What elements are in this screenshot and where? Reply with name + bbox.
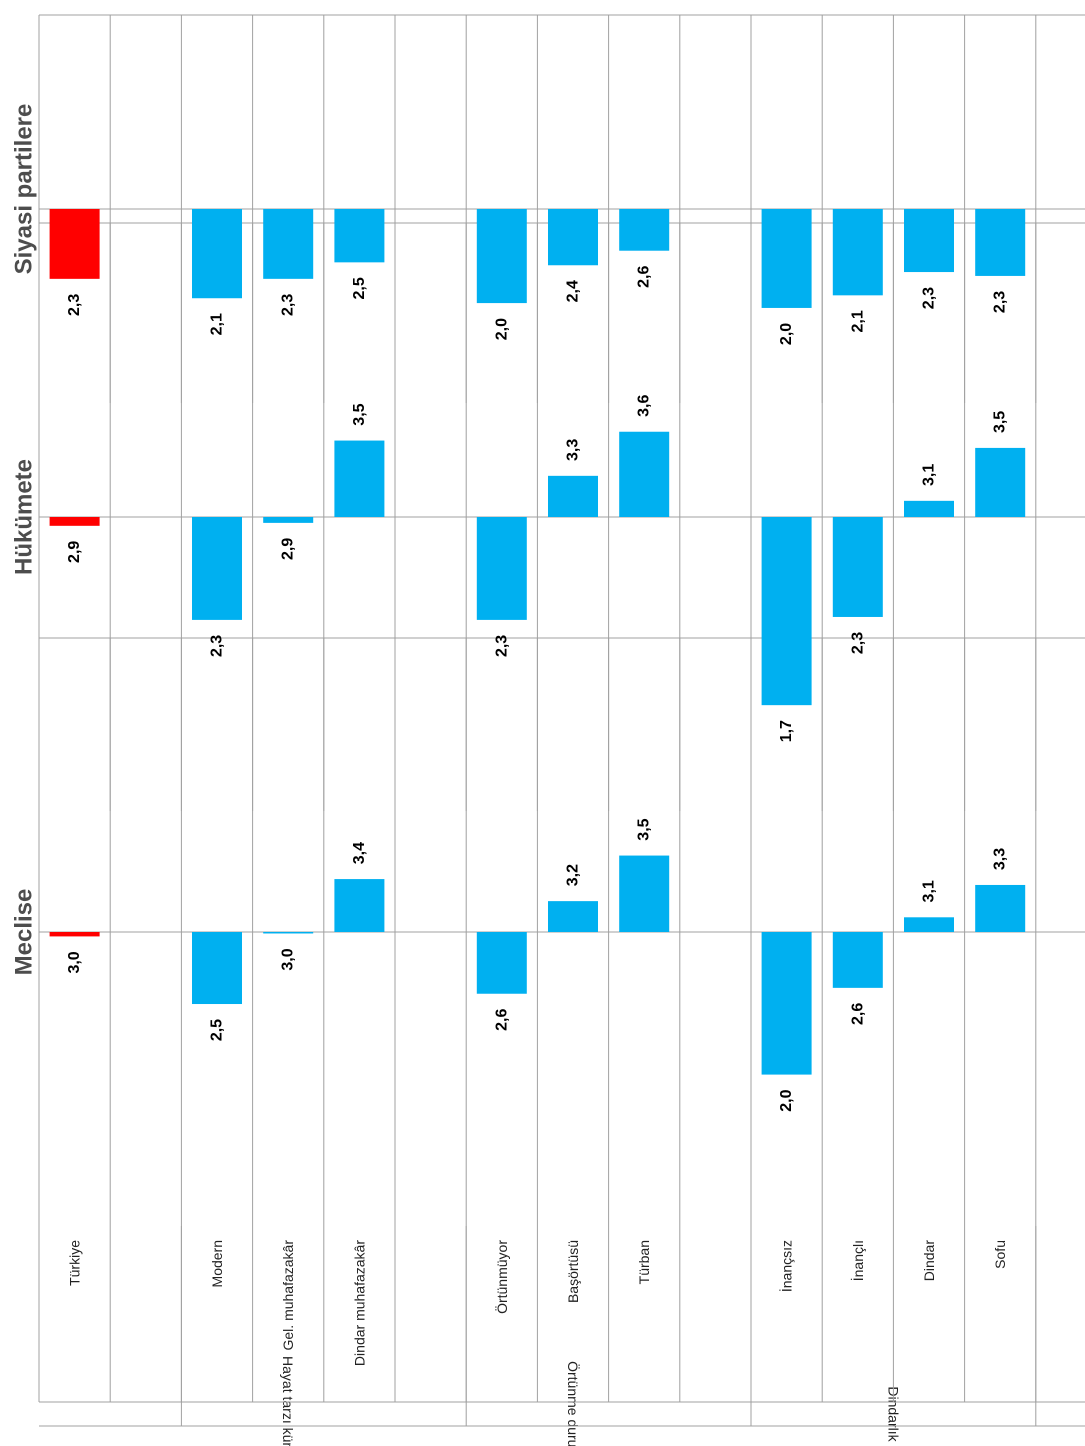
data-label: 3,1	[921, 464, 938, 486]
panel-1: 135Meclise3,02,53,03,42,63,23,52,02,63,1…	[11, 637, 1085, 1226]
group-label: Dindarlık	[885, 1386, 901, 1442]
bar	[904, 209, 954, 273]
bar	[263, 931, 314, 934]
bar	[975, 447, 1026, 517]
panel-title: Siyasi partilere	[11, 104, 38, 275]
bar	[334, 440, 385, 517]
bar	[548, 209, 598, 266]
data-label: 2,3	[921, 287, 938, 309]
data-label: 1,7	[778, 720, 795, 742]
data-label: 3,3	[565, 439, 582, 461]
row-label: Sofu	[992, 1240, 1008, 1269]
data-label: 3,1	[921, 880, 938, 902]
data-label: 2,5	[209, 1019, 226, 1041]
bar	[476, 517, 527, 620]
data-label: 2,3	[66, 294, 83, 316]
data-label: 3,0	[66, 951, 83, 973]
data-label: 2,3	[280, 294, 297, 316]
row-label: Türkiye	[67, 1240, 83, 1286]
data-label: 3,5	[351, 403, 368, 425]
data-label: 2,5	[351, 277, 368, 299]
bar	[334, 879, 385, 932]
bar	[548, 475, 598, 517]
category-table: Hayat tarzı kümesi Örtünme durumu Dindarlı…	[38, 1226, 1085, 1446]
data-label: 2,0	[778, 323, 795, 345]
panel-title: Hükümete	[11, 459, 38, 575]
data-label: 2,6	[493, 1009, 510, 1031]
data-label: 2,1	[849, 310, 866, 332]
row-label: Türban	[636, 1240, 652, 1284]
group-label: Örtünme durumu	[565, 1361, 582, 1446]
data-label: 2,6	[849, 1003, 866, 1025]
data-label: 3,5	[992, 411, 1009, 433]
data-label: 2,9	[66, 541, 83, 563]
row-label: İnançlı	[849, 1240, 866, 1281]
panel-title: Meclise	[11, 889, 38, 976]
bar	[761, 208, 812, 308]
bar	[904, 917, 954, 932]
row-label: Gel. muhafazakâr	[280, 1240, 296, 1351]
bar	[192, 208, 242, 299]
row-label: Örtünmüyor	[493, 1240, 510, 1314]
panel-3: 135Siyasi partilere2,32,12,32,52,02,42,6…	[11, 14, 1085, 403]
bar	[334, 208, 385, 263]
bar	[263, 208, 314, 279]
chart-panels: 135Meclise3,02,53,03,42,63,23,52,02,63,1…	[11, 14, 1085, 1226]
bar	[619, 855, 670, 932]
row-label: İnançsız	[778, 1240, 795, 1292]
row-label: Dindar muhafazakâr	[351, 1240, 367, 1366]
bar	[476, 931, 527, 994]
bar	[49, 932, 100, 937]
bar	[192, 517, 242, 620]
bar	[49, 208, 100, 279]
panel-2: 135Hükümete2,92,32,93,52,33,33,61,72,33,…	[11, 222, 1085, 811]
bar	[761, 932, 812, 1075]
row-label: Dindar	[921, 1240, 937, 1282]
data-label: 2,0	[493, 318, 510, 340]
data-label: 3,0	[280, 948, 297, 970]
data-label: 3,2	[565, 864, 582, 886]
bar	[49, 517, 100, 526]
data-label: 2,3	[992, 291, 1009, 313]
data-label: 2,6	[636, 265, 653, 287]
bar	[619, 208, 670, 251]
data-label: 2,3	[849, 632, 866, 654]
data-label: 3,4	[351, 842, 368, 864]
bar	[904, 500, 954, 517]
data-label: 2,3	[209, 635, 226, 657]
data-label: 3,5	[636, 818, 653, 840]
data-label: 2,3	[493, 635, 510, 657]
data-label: 3,6	[636, 395, 653, 417]
bar	[832, 931, 883, 988]
row-label: Başörtüsü	[565, 1240, 581, 1303]
bar	[761, 516, 812, 706]
bar	[832, 517, 883, 617]
bar	[548, 901, 598, 932]
bar	[975, 884, 1026, 932]
bar	[263, 517, 314, 523]
row-label: Modern	[209, 1240, 225, 1287]
bar	[832, 208, 883, 296]
group-label: Hayat tarzı kümesi	[280, 1356, 296, 1446]
data-label: 2,4	[565, 280, 582, 302]
bar	[975, 209, 1026, 276]
data-label: 2,0	[778, 1089, 795, 1111]
bar	[619, 431, 670, 517]
bar	[192, 932, 242, 1005]
data-label: 2,1	[209, 313, 226, 335]
data-label: 3,3	[992, 848, 1009, 870]
bar	[476, 208, 527, 304]
data-label: 2,9	[280, 538, 297, 560]
